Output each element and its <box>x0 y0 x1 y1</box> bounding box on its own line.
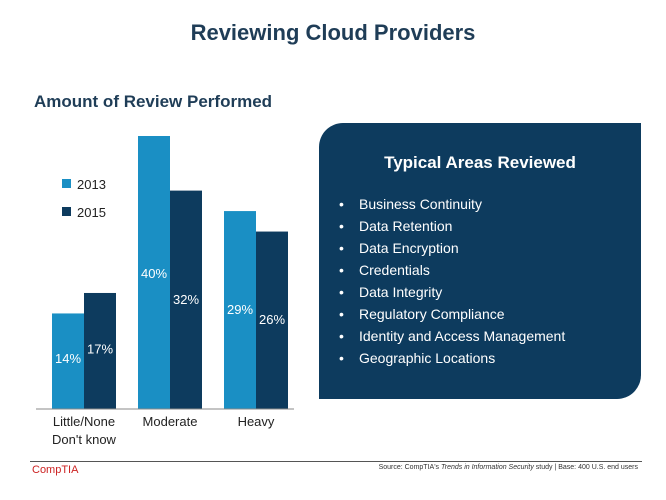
panel-title: Typical Areas Reviewed <box>384 153 576 172</box>
category-label-0: Little/None <box>53 414 115 429</box>
list-item: • Data Integrity <box>339 281 565 303</box>
bar-2015-0 <box>84 292 116 409</box>
data-label-2015-1: 32% <box>173 292 199 307</box>
chart-title: Amount of Review Performed <box>34 92 273 111</box>
legend-swatch-2013 <box>62 179 71 188</box>
list-item-text: Data Integrity <box>359 284 443 300</box>
legend-swatch-2015 <box>62 207 71 216</box>
data-label-2013-2: 29% <box>227 302 253 317</box>
bullet-icon: • <box>339 262 344 278</box>
list-item: • Geographic Locations <box>339 347 565 369</box>
bar-2015-1 <box>170 190 202 409</box>
legend-label-2015: 2015 <box>77 205 106 220</box>
data-label-2013-1: 40% <box>141 266 167 281</box>
bullet-icon: • <box>339 218 344 234</box>
source-note: Source: CompTIA's Trends in Information … <box>379 464 638 471</box>
source-title: Trends in Information Security <box>440 464 534 471</box>
list-item-text: Business Continuity <box>359 196 482 212</box>
bar-2013-1 <box>138 136 170 409</box>
category-label-0: Don't know <box>52 432 117 447</box>
bullet-icon: • <box>339 284 344 300</box>
list-item-text: Geographic Locations <box>359 350 496 366</box>
data-label-2015-2: 26% <box>259 312 285 327</box>
list-item: • Business Continuity <box>339 193 565 215</box>
source-prefix: Source: CompTIA's <box>378 464 441 471</box>
footer-divider <box>30 461 642 462</box>
areas-list: • Business Continuity • Data Retention • Da… <box>339 193 565 369</box>
data-label-2013-0: 14% <box>55 351 81 366</box>
category-label-2: Heavy <box>238 414 275 429</box>
list-item-text: Data Retention <box>359 218 453 234</box>
list-item-text: Data Encryption <box>359 240 459 256</box>
bullet-icon: • <box>339 350 344 366</box>
list-item: • Credentials <box>339 259 565 281</box>
list-item-text: Credentials <box>359 262 430 278</box>
legend-label-2013: 2013 <box>77 177 106 192</box>
list-item-text: Identity and Access Management <box>359 328 566 344</box>
bar-2013-2 <box>224 211 256 409</box>
list-item: • Identity and Access Management <box>339 325 565 347</box>
bullet-icon: • <box>339 328 344 344</box>
source-suffix: study | Base: 400 U.S. end users <box>533 464 638 471</box>
category-label-1: Moderate <box>143 414 198 429</box>
data-label-2015-0: 17% <box>87 341 113 356</box>
bar-2013-0 <box>52 313 84 409</box>
typical-areas-panel: Typical Areas Reviewed • Business Continu… <box>319 123 641 399</box>
bullet-icon: • <box>339 196 344 212</box>
list-item: • Regulatory Compliance <box>339 303 565 325</box>
list-item: • Data Retention <box>339 215 565 237</box>
slide-title: Reviewing Cloud Providers <box>190 20 476 45</box>
list-item-text: Regulatory Compliance <box>359 306 505 322</box>
bar-chart: 14% 40% 29% 17% 32% 26% Little/None Don't know M… <box>36 136 294 447</box>
list-item: • Data Encryption <box>339 237 565 259</box>
comptia-logo: CompTIA <box>32 464 79 476</box>
bullet-icon: • <box>339 240 344 256</box>
bar-2015-2 <box>256 231 288 409</box>
bullet-icon: • <box>339 306 344 322</box>
